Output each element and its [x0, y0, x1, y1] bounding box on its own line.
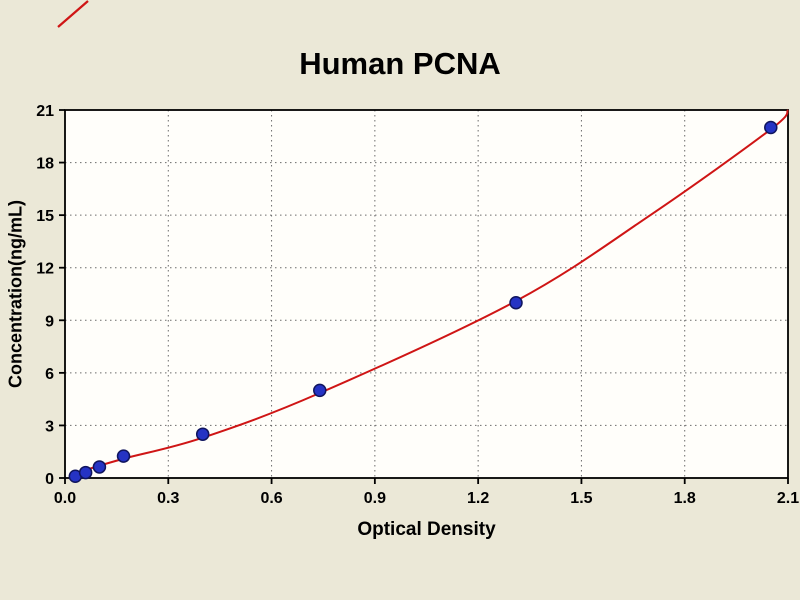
fitted-curve	[69, 109, 789, 479]
x-tick-label: 2.1	[777, 490, 799, 507]
chart-title: Human PCNA	[299, 46, 501, 81]
data-point	[313, 383, 327, 398]
x-tick-label: 1.5	[570, 490, 592, 507]
y-tick-label: 6	[45, 366, 54, 383]
data-point	[116, 449, 131, 463]
plot-area	[65, 110, 788, 478]
y-tick-label: 9	[45, 313, 54, 330]
x-axis-label: Optical Density	[357, 519, 496, 540]
data-point	[195, 427, 210, 441]
y-tick-label: 12	[36, 261, 54, 278]
y-tick-label: 18	[36, 156, 54, 173]
y-tick-label: 15	[36, 208, 54, 225]
data-point	[78, 465, 93, 480]
x-tick-label: 0.9	[364, 490, 386, 507]
x-tick-label: 0.6	[260, 490, 282, 507]
data-point	[92, 460, 107, 474]
y-axis-label: Concentration(ng/mL)	[5, 200, 26, 388]
x-tick-label: 1.8	[674, 490, 696, 507]
stray-red-line	[57, 0, 89, 28]
y-tick-label: 0	[45, 471, 54, 488]
data-point	[764, 120, 778, 135]
data-point	[509, 296, 523, 310]
x-tick-label: 0.3	[157, 490, 179, 507]
y-tick-label: 21	[36, 103, 54, 120]
x-tick-label: 1.2	[467, 490, 489, 507]
y-tick-label: 3	[45, 418, 54, 435]
x-tick-label: 0.0	[54, 490, 76, 507]
plot-frame	[64, 109, 789, 479]
